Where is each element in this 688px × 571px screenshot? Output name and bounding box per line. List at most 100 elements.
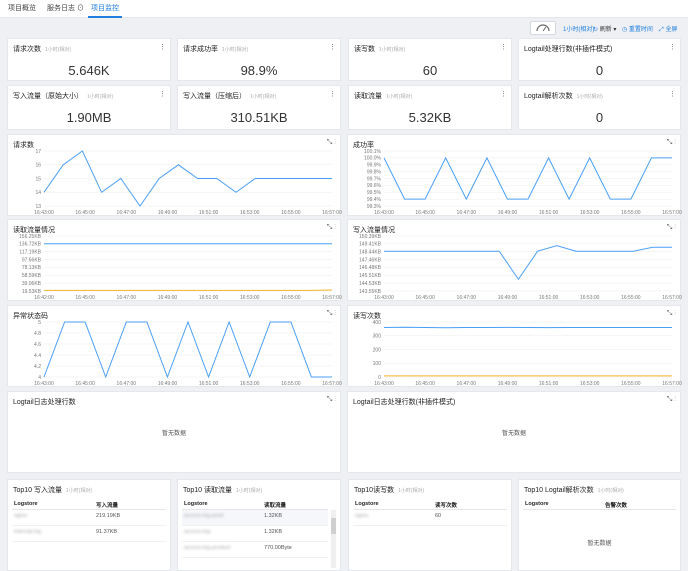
x-tick-label: 16:45:00 xyxy=(75,381,95,387)
chart-card-requests: 请求数 ⤡ ⋮ 17 16 15 14 13 16:43:00 16:45:00 16:47:… xyxy=(7,134,342,216)
more-icon[interactable]: ⋮ xyxy=(669,44,676,51)
more-icon[interactable]: ⋮ xyxy=(674,139,676,146)
stat-title: 写入流量（压缩后） 1小时(相对) xyxy=(183,93,277,100)
chart-toolbar[interactable]: ⤡ ⋮ xyxy=(667,396,676,404)
top10-write-table: Logstore 写入流量 nginx 219.19KB internal-log 9… xyxy=(12,498,166,542)
chart-toolbar[interactable]: ⤡ ⋮ xyxy=(667,139,676,147)
chart-toolbar[interactable]: ⤡ ⋮ xyxy=(327,224,336,232)
fullscreen-icon: ⤢ xyxy=(659,27,664,33)
chart-toolbar[interactable]: ⤡ ⋮ xyxy=(327,396,336,404)
chart-card-error-status: 异常状态码 ⤡ ⋮ 5 4.8 4.6 4.4 4.2 4 16:43:00 16:45:00… xyxy=(7,305,342,387)
more-icon[interactable]: ⋮ xyxy=(329,44,336,51)
expand-icon[interactable]: ⤡ xyxy=(666,310,673,317)
tab-service-log-label: 服务日志 xyxy=(47,5,75,12)
expand-icon[interactable]: ⤡ xyxy=(666,139,673,146)
table-row[interactable]: access-log-prod 1.32KB xyxy=(182,510,328,526)
series-line xyxy=(384,245,672,281)
more-icon[interactable]: ⋮ xyxy=(669,91,676,98)
x-tick-label: 16:57:00 xyxy=(322,381,342,387)
more-icon[interactable]: ⋮ xyxy=(334,139,336,146)
more-icon[interactable]: ⋮ xyxy=(500,91,507,98)
fullscreen-button[interactable]: ⤢ 全屏 xyxy=(659,24,678,34)
y-tick-label: 5 xyxy=(38,320,41,326)
more-icon[interactable]: ⋮ xyxy=(329,91,336,98)
time-range-selector[interactable]: 1小时(相对) xyxy=(563,27,595,33)
y-tick-label: 99.4% xyxy=(367,197,382,203)
stat-value: 98.9% xyxy=(240,63,278,78)
empty-state: 暂无数据 xyxy=(587,541,612,547)
x-tick-label: 16:45:00 xyxy=(415,381,435,387)
x-tick-label: 16:43:00 xyxy=(34,210,54,216)
table-row[interactable]: nginx 60 xyxy=(353,510,507,526)
expand-icon[interactable]: ⤡ xyxy=(326,310,333,317)
more-icon[interactable]: ⋮ xyxy=(334,310,336,317)
y-tick-label: 15 xyxy=(35,176,41,182)
more-icon[interactable]: ⋮ xyxy=(674,396,676,403)
tab-service-log[interactable]: 服务日志 ⊙ xyxy=(47,4,84,18)
expand-icon[interactable]: ⤡ xyxy=(326,224,333,231)
reset-time-button[interactable]: ◷ 重置时间 xyxy=(622,24,653,33)
x-tick-label: 16:42:00 xyxy=(34,295,54,301)
success-rate-line-chart: 100.1%100.0%99.9%99.8%99.7%99.6%99.5%99.… xyxy=(364,149,682,216)
table-row[interactable]: internal-log 91.37KB xyxy=(12,526,166,542)
stat-card-logtail-lines: Logtail处理行数(非插件模式) ⋮ 0 xyxy=(518,38,681,81)
chart-toolbar[interactable]: ⤡ ⋮ xyxy=(667,310,676,318)
chart-toolbar[interactable]: ⤡ ⋮ xyxy=(327,139,336,147)
chart-card-logtail-lines: Logtail日志处理行数 ⤡ ⋮ 暂无数据 xyxy=(7,391,341,473)
y-tick-label: 100 xyxy=(373,361,382,367)
y-tick-label: 100.0% xyxy=(364,156,382,162)
table-card-top10-read-write: Top10读写数 1小时(相对) Logstore 读写次数 nginx 60 xyxy=(348,479,512,571)
expand-icon[interactable]: ⤡ xyxy=(666,396,673,403)
x-tick-label: 16:43:00 xyxy=(374,381,394,387)
x-tick-label: 16:45:00 xyxy=(415,210,435,216)
tab-project-monitor[interactable]: 项目监控 xyxy=(88,4,122,18)
y-tick-label: 147.46KB xyxy=(359,257,382,263)
more-icon[interactable]: ⋮ xyxy=(334,396,336,403)
chart-title: 成功率 xyxy=(353,142,374,149)
table-row[interactable]: nginx 219.19KB xyxy=(12,510,166,526)
scrollbar-thumb[interactable] xyxy=(331,518,336,534)
x-tick-label: 16:57:00 xyxy=(662,210,682,216)
table-title: Top10 读取流量 1小时(相对) xyxy=(183,487,263,494)
chart-title: 读写次数 xyxy=(353,313,381,320)
chart-title: 写入流量情况 xyxy=(353,227,395,234)
tab-project-overview[interactable]: 项目概览 xyxy=(8,5,36,12)
refresh-button[interactable]: ↻ 刷新 ▾ xyxy=(593,24,616,33)
more-icon[interactable]: ⋮ xyxy=(500,44,507,51)
read-write-line-chart: 400 300 200 100 016:43:00 16:45:00 16:47:00 16:… xyxy=(373,320,682,387)
x-tick-label: 16:47:00 xyxy=(117,381,137,387)
chart-toolbar[interactable]: ⤡ ⋮ xyxy=(667,224,676,232)
more-icon[interactable]: ⋮ xyxy=(159,44,166,51)
stat-card-requests: 请求次数 1小时(相对) ⋮ 5.646K xyxy=(7,38,171,81)
chart-toolbar[interactable]: ⤡ ⋮ xyxy=(327,310,336,318)
table-title: Top10 Logtail解析次数 1小时(相对) xyxy=(524,487,624,494)
table-scrollbar[interactable] xyxy=(331,510,336,568)
chart-title: 读取流量情况 xyxy=(13,227,55,234)
y-tick-label: 99.5% xyxy=(367,190,382,196)
x-tick-label: 16:55:00 xyxy=(621,210,641,216)
more-icon[interactable]: ⋮ xyxy=(159,91,166,98)
more-icon[interactable]: ⋮ xyxy=(674,310,676,317)
more-icon[interactable]: ⋮ xyxy=(674,224,676,231)
expand-icon[interactable]: ⤡ xyxy=(326,396,333,403)
table-row[interactable]: access-log 1.32KB xyxy=(182,526,328,542)
table-header: Logstore 写入流量 xyxy=(12,498,166,510)
expand-icon[interactable]: ⤡ xyxy=(666,224,673,231)
expand-icon[interactable]: ⤡ xyxy=(326,139,333,146)
top10-read-write-table: Logstore 读写次数 nginx 60 xyxy=(353,498,507,526)
table-card-top10-write: Top10 写入流量 1小时(相对) Logstore 写入流量 nginx 219.… xyxy=(7,479,171,571)
x-tick-label: 16:55:00 xyxy=(281,210,301,216)
x-tick-label: 16:47:00 xyxy=(457,295,477,301)
speed-icon-button[interactable] xyxy=(530,21,556,35)
chart-card-logtail-lines-nonplugin: Logtail日志处理行数(非插件模式) ⤡ ⋮ 暂无数据 xyxy=(347,391,681,473)
y-tick-label: 58.59KB xyxy=(22,273,42,279)
table-row[interactable]: access-log-product 770.00Byte xyxy=(182,542,328,558)
stat-value: 0 xyxy=(595,110,604,125)
more-icon[interactable]: ⋮ xyxy=(334,224,336,231)
x-tick-label: 16:53:00 xyxy=(580,210,600,216)
x-tick-label: 16:55:00 xyxy=(281,381,301,387)
x-tick-label: 16:49:00 xyxy=(158,381,178,387)
x-tick-label: 16:43:00 xyxy=(374,295,394,301)
